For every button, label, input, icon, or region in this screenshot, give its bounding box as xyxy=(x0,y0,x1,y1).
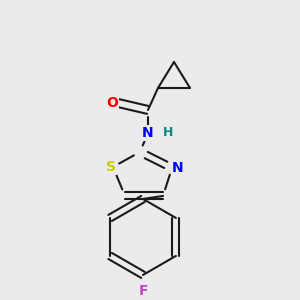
Text: H: H xyxy=(163,127,173,140)
Text: N: N xyxy=(142,126,154,140)
Text: F: F xyxy=(138,284,148,298)
Text: O: O xyxy=(106,96,118,110)
Text: S: S xyxy=(106,160,116,174)
Text: N: N xyxy=(172,161,184,175)
